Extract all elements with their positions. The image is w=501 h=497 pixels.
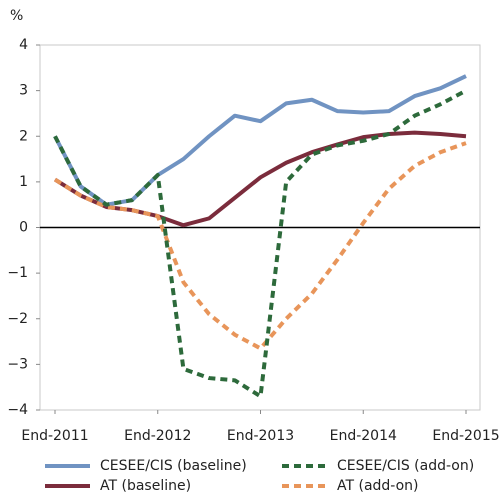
- y-tick-label: −4: [7, 402, 28, 418]
- series-line: [53, 74, 467, 207]
- y-tick-label: −1: [7, 265, 28, 281]
- x-tick-label: End-2014: [330, 428, 397, 444]
- x-tick-label: End-2015: [432, 428, 499, 444]
- legend-label: AT (add-on): [337, 478, 419, 494]
- x-tick-label: End-2012: [124, 428, 191, 444]
- series-line: [53, 141, 467, 351]
- x-tick-label: End-2011: [21, 428, 88, 444]
- y-tick-label: 0: [19, 220, 28, 236]
- y-tick-label: 1: [19, 174, 28, 190]
- y-tick-label: 3: [19, 83, 28, 99]
- y-tick-label: −3: [7, 356, 28, 372]
- series-line: [53, 130, 467, 228]
- x-tick-label: End-2013: [227, 428, 294, 444]
- legend-label: CESEE/CIS (add-on): [337, 458, 474, 474]
- series-line: [53, 88, 467, 399]
- y-unit: %: [10, 8, 23, 24]
- y-tick-label: −2: [7, 311, 28, 327]
- y-tick-label: 2: [19, 128, 28, 144]
- y-tick-label: 4: [19, 37, 28, 53]
- legend-label: CESEE/CIS (baseline): [100, 458, 247, 474]
- legend-label: AT (baseline): [100, 478, 191, 494]
